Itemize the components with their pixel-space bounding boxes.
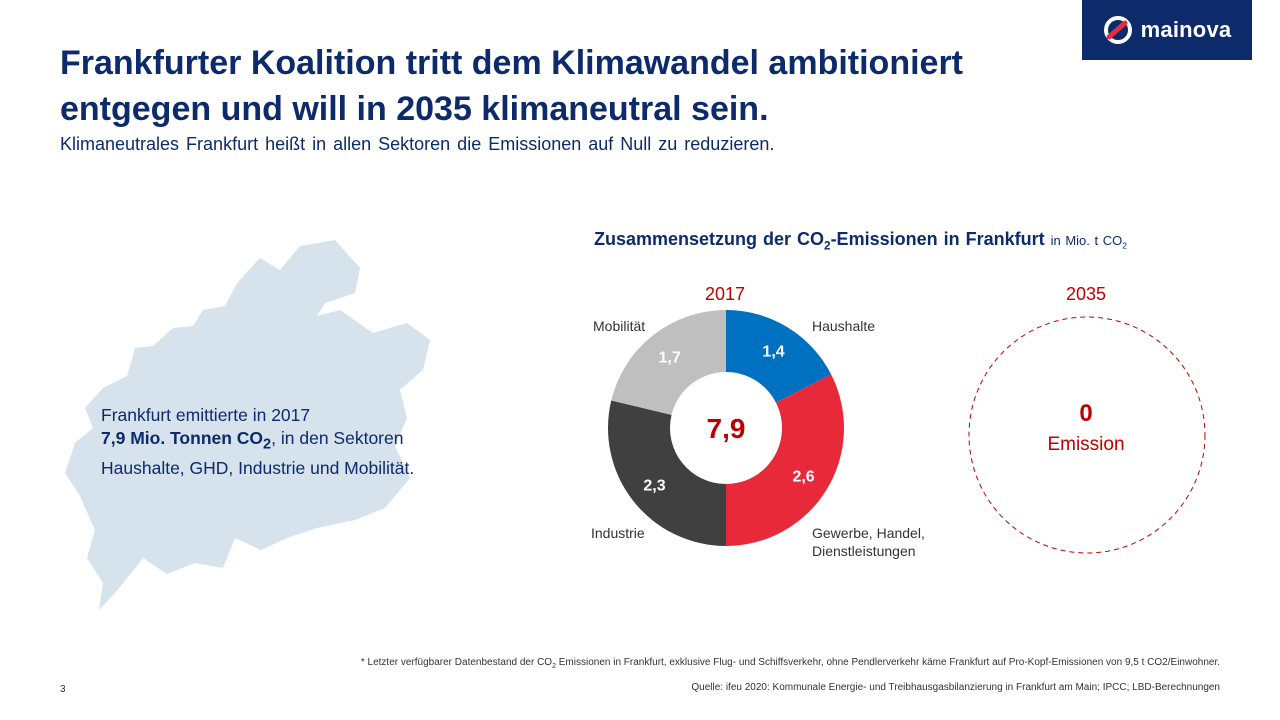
mainova-logo: mainova xyxy=(1082,0,1252,60)
map-info-line2-rest: , in den Sektoren xyxy=(271,428,404,448)
category-label-gewerbe: Gewerbe, Handel, Dienstleistungen xyxy=(812,524,925,560)
circle-2035-outline xyxy=(968,316,1206,554)
map-info-bold: 7,9 Mio. Tonnen CO2 xyxy=(101,428,271,453)
donut-slice-gewerbe xyxy=(726,374,844,546)
donut-value-haushalte: 1,4 xyxy=(762,343,784,360)
chart-heading: Zusammensetzung der CO2-Emissionen in Fr… xyxy=(594,229,1127,253)
map-info-line1: Frankfurt emittierte in 2017 xyxy=(101,405,311,425)
footnote: * Letzter verfügbarer Datenbestand der C… xyxy=(361,656,1220,695)
year-2017-label: 2017 xyxy=(704,284,746,304)
logo-text: mainova xyxy=(1140,17,1232,42)
frankfurt-map xyxy=(65,240,430,610)
page-number: 3 xyxy=(60,684,66,695)
category-label-gewerbe-line2: Dienstleistungen xyxy=(812,543,916,559)
donut-slice-mobilitaet xyxy=(611,310,726,415)
category-label-gewerbe-line1: Gewerbe, Handel, xyxy=(812,525,925,541)
page-title: Frankfurter Koalition tritt dem Klimawan… xyxy=(60,44,963,128)
category-label-mobilitaet: Mobilität xyxy=(593,318,646,334)
map-info-line2: 7,9 Mio. Tonnen CO2, in den Sektoren xyxy=(101,427,481,457)
donut-chart-2017: 1,4 2,6 2,3 1,7 7,9 xyxy=(608,310,844,546)
map-info-line3: Haushalte, GHD, Industrie und Mobilität. xyxy=(101,457,415,478)
donut-value-gewerbe: 2,6 xyxy=(792,469,814,486)
map-info-bold-text: 7,9 Mio. Tonnen CO xyxy=(101,428,264,448)
footnote-line1-sub: 2 xyxy=(552,663,556,670)
donut-slice-haushalte xyxy=(726,310,832,403)
footnote-line1: * Letzter verfügbarer Datenbestand der C… xyxy=(361,656,1220,674)
chart-unit-text: in Mio. t CO xyxy=(1050,233,1123,248)
category-label-industrie: Industrie xyxy=(591,525,645,541)
chart-heading-unit: in Mio. t CO2 xyxy=(1050,233,1127,251)
map-info-text: Frankfurt emittierte in 2017 7,9 Mio. To… xyxy=(101,404,481,480)
frankfurt-map-shape xyxy=(65,240,430,610)
chart-unit-sub: 2 xyxy=(1122,240,1127,251)
chart-heading-rest: -Emissionen in Frankfurt xyxy=(830,229,1045,249)
page-subtitle: Klimaneutrales Frankfurt heißt in allen … xyxy=(60,134,775,154)
donut-value-mobilitaet: 1,7 xyxy=(659,350,681,367)
donut-value-industrie: 2,3 xyxy=(643,477,665,494)
year-2035-label: 2035 xyxy=(1065,284,1107,304)
emission-2035-value: 0 xyxy=(1079,400,1093,427)
footnote-line1-a: * Letzter verfügbarer Datenbestand der C… xyxy=(360,657,553,668)
mainova-logo-icon xyxy=(1103,16,1132,44)
map-info-bold-sub: 2 xyxy=(263,436,272,453)
chart-heading-sub: 2 xyxy=(824,239,831,253)
footnote-line1-b: Emissionen in Frankfurt, exklusive Flug-… xyxy=(555,657,1220,668)
chart-heading-main: Zusammensetzung der CO xyxy=(594,229,825,249)
footnote-source: Quelle: ifeu 2020: Kommunale Energie- un… xyxy=(691,682,1220,693)
circle-2035 xyxy=(968,316,1206,554)
donut-slice-industrie xyxy=(608,400,726,546)
emission-2035-label: Emission xyxy=(1047,434,1125,455)
category-label-haushalte: Haushalte xyxy=(812,318,876,334)
donut-center-total: 7,9 xyxy=(707,413,746,444)
